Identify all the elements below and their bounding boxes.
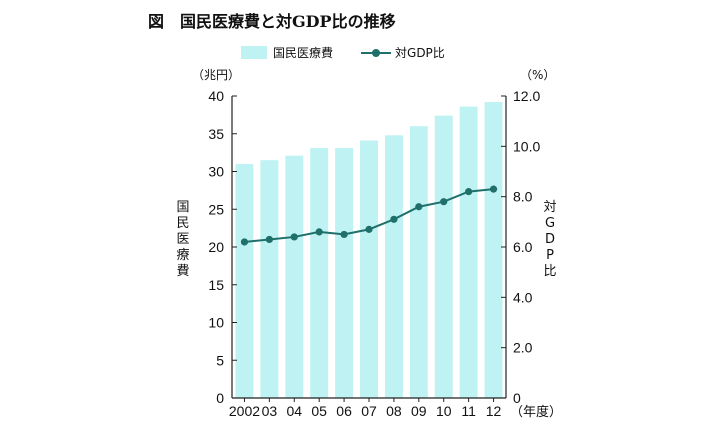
right-axis-title: 対GDP比 — [543, 200, 557, 279]
bar-12 — [484, 102, 503, 398]
right-tick-label-10.0: 10.0 — [513, 138, 540, 154]
right-tick-label-12.0: 12.0 — [513, 88, 540, 104]
bar-09 — [409, 126, 428, 398]
left-tick-label-25: 25 — [208, 201, 224, 217]
left-axis-title: 国民医療費 — [176, 200, 190, 279]
gdp-ratio-point-08 — [390, 215, 398, 223]
x-tick-label-10: 10 — [436, 403, 452, 419]
bar-11 — [459, 106, 478, 398]
right-tick-label-6.0: 6.0 — [513, 239, 533, 255]
bar-04 — [285, 155, 304, 398]
legend-item-line: 対GDP比 — [361, 44, 445, 61]
x-tick-label-2002: 2002 — [229, 403, 260, 419]
left-tick-label-20: 20 — [208, 239, 224, 255]
bar-2002 — [235, 163, 254, 398]
bar-10 — [434, 115, 453, 398]
x-tick-label-07: 07 — [361, 403, 377, 419]
x-tick-label-06: 06 — [336, 403, 352, 419]
chart-title: 図 国民医療費と対GDP比の推移 — [148, 12, 396, 31]
bar-07 — [360, 140, 378, 399]
x-tick-label-05: 05 — [311, 403, 327, 419]
left-tick-label-35: 35 — [208, 126, 224, 142]
gdp-ratio-point-2002 — [240, 238, 249, 246]
bar-06 — [335, 148, 354, 398]
legend-item-bars: 国民医療費 — [241, 44, 333, 61]
x-tick-label-04: 04 — [286, 403, 302, 419]
gdp-ratio-point-12 — [489, 185, 498, 193]
gdp-ratio-point-06 — [340, 230, 348, 239]
legend-swatch-bar — [241, 46, 267, 59]
x-tick-label-11: 11 — [461, 403, 476, 419]
x-tick-label-08: 08 — [386, 403, 402, 419]
right-axis-unit: （%） — [520, 68, 556, 82]
bar-03 — [260, 160, 279, 398]
gdp-ratio-point-10 — [440, 198, 448, 206]
right-tick-label-4.0: 4.0 — [513, 289, 533, 305]
legend-label-line: 対GDP比 — [395, 46, 445, 60]
left-tick-label-40: 40 — [208, 88, 224, 104]
left-tick-label-5: 5 — [216, 352, 224, 368]
right-tick-label-8.0: 8.0 — [513, 189, 533, 205]
left-tick-label-0: 0 — [216, 390, 224, 406]
right-tick-label-2.0: 2.0 — [513, 340, 533, 356]
left-axis-unit: （兆円） — [192, 68, 241, 82]
left-tick-label-10: 10 — [208, 315, 224, 331]
x-tick-label-09: 09 — [411, 403, 427, 419]
left-tick-label-15: 15 — [208, 277, 224, 293]
left-tick-label-30: 30 — [208, 164, 224, 180]
right-tick-label-0: 0 — [513, 390, 521, 406]
x-tick-label-03: 03 — [262, 403, 278, 419]
x-axis-unit: （年度） — [510, 404, 562, 420]
legend: 国民医療費 対GDP比 — [241, 44, 473, 61]
gdp-ratio-point-07 — [365, 225, 373, 233]
gdp-ratio-point-11 — [465, 188, 473, 196]
gdp-ratio-point-04 — [290, 233, 298, 241]
legend-label-bars: 国民医療費 — [273, 46, 334, 60]
gdp-ratio-point-03 — [265, 235, 273, 244]
gdp-ratio-point-05 — [315, 228, 323, 236]
bar-08 — [384, 135, 403, 398]
x-tick-label-12: 12 — [486, 403, 502, 419]
bar-05 — [310, 148, 329, 398]
legend-swatch-line — [361, 47, 392, 59]
gdp-ratio-point-09 — [415, 203, 423, 211]
